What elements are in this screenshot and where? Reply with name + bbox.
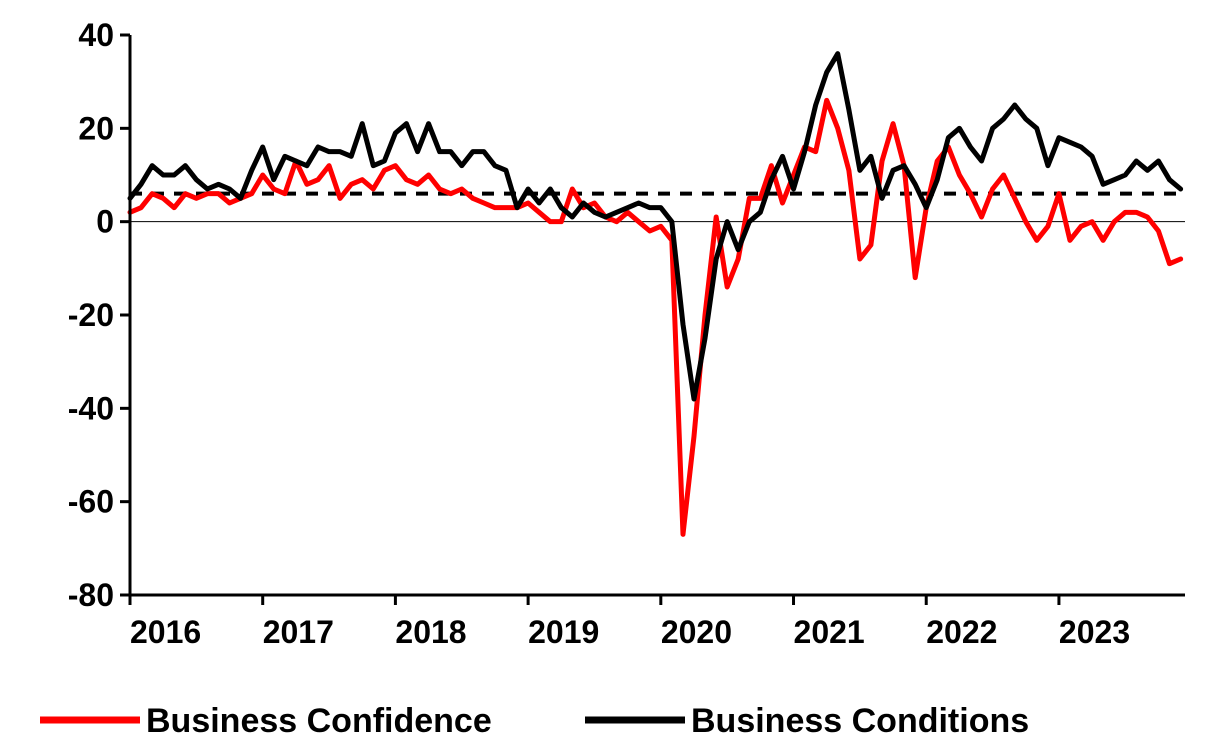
x-tick-label: 2019 [528,614,599,650]
y-tick-label: -80 [68,577,114,613]
x-tick-label: 2022 [926,614,997,650]
legend-label-1: Business Conditions [691,702,1029,740]
x-tick-label: 2016 [130,614,201,650]
x-tick-label: 2021 [794,614,865,650]
y-tick-label: -20 [68,297,114,333]
legend-label-0: Business Confidence [146,702,492,740]
line-chart: -80 -60 -40 -20 0 20 40 2016 2017 2018 2019 2020 202… [0,0,1209,751]
x-tick-label: 2020 [661,614,732,650]
y-tick-label: 0 [96,204,114,240]
y-tick-label: -60 [68,484,114,520]
y-tick-label: -40 [68,390,114,426]
y-tick-label: 20 [78,110,114,146]
y-tick-label: 40 [78,17,114,53]
chart-svg: -80 -60 -40 -20 0 20 40 2016 2017 2018 2019 2020 202… [0,0,1209,751]
x-tick-label: 2017 [263,614,334,650]
x-tick-label: 2023 [1059,614,1130,650]
x-tick-label: 2018 [395,614,466,650]
